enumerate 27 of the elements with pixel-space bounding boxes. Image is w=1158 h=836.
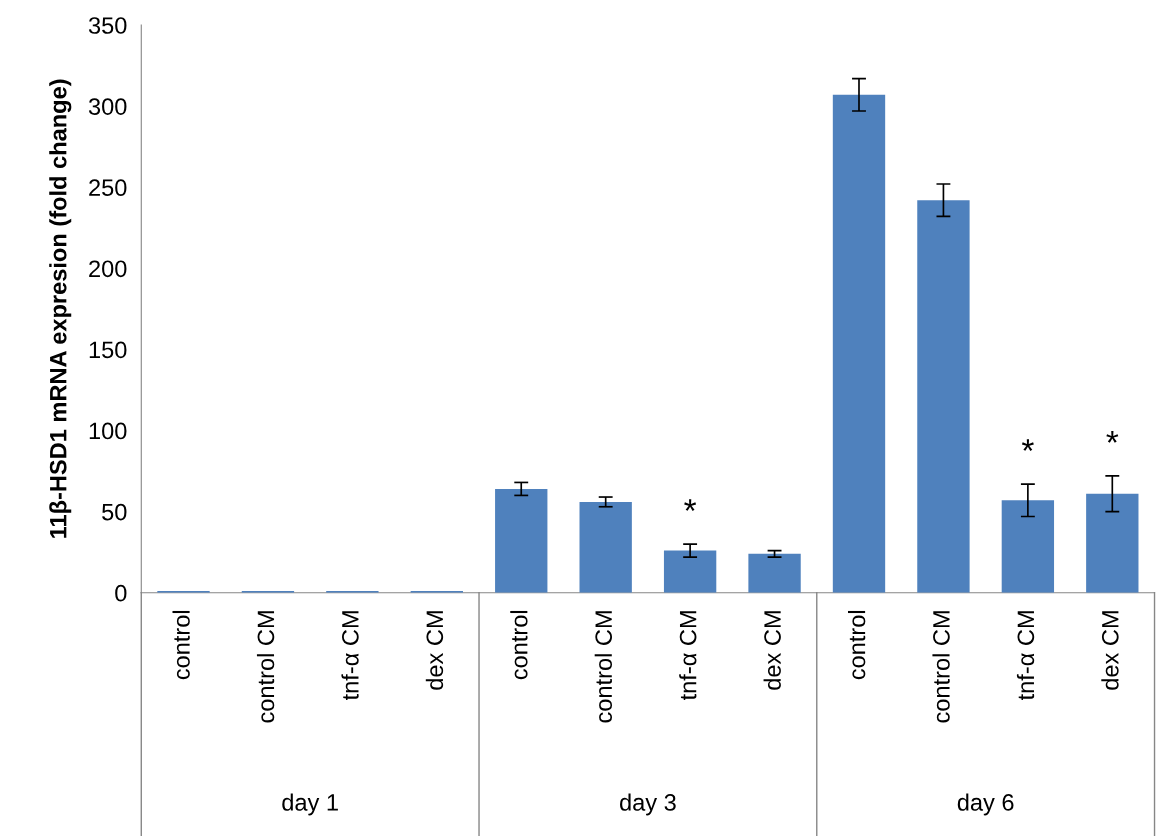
text: day 6 xyxy=(957,793,1014,816)
x-tick-label: control xyxy=(847,610,866,680)
x-tick-label: control xyxy=(510,610,528,680)
y-tick-label: 250 xyxy=(89,179,127,197)
y-tick-label: 50 xyxy=(102,503,127,521)
y-axis-title: 11β-HSD1 mRNA expresion (fold change) xyxy=(49,79,72,538)
y-tick-label: 150 xyxy=(89,341,127,359)
y-tick-label: 350 xyxy=(88,17,127,34)
annotation: * xyxy=(1106,431,1119,443)
annotation: * xyxy=(684,499,697,511)
annotation: * xyxy=(1021,439,1034,451)
x-tick-label: control CM xyxy=(932,611,950,723)
y-tick-label: 0 xyxy=(115,584,127,602)
x-tick-label: dex CM xyxy=(1101,611,1119,690)
y-tick-label: 200 xyxy=(89,260,127,278)
y-tick-label: 100 xyxy=(89,422,127,440)
x-tick-label: dex CM xyxy=(425,611,444,690)
text: day 3 xyxy=(620,793,676,816)
x-tick-label: tnf-α CM xyxy=(1016,611,1035,701)
y-tick-label: 300 xyxy=(88,98,127,115)
x-tick-label: control CM xyxy=(594,611,613,723)
x-tick-label: tnf-α CM xyxy=(679,611,697,701)
x-tick-label: dex CM xyxy=(763,611,781,690)
x-tick-label: control xyxy=(172,610,190,680)
text: day 1 xyxy=(282,793,338,816)
x-tick-label: tnf-α CM xyxy=(341,611,359,701)
x-tick-label: control CM xyxy=(256,611,275,723)
